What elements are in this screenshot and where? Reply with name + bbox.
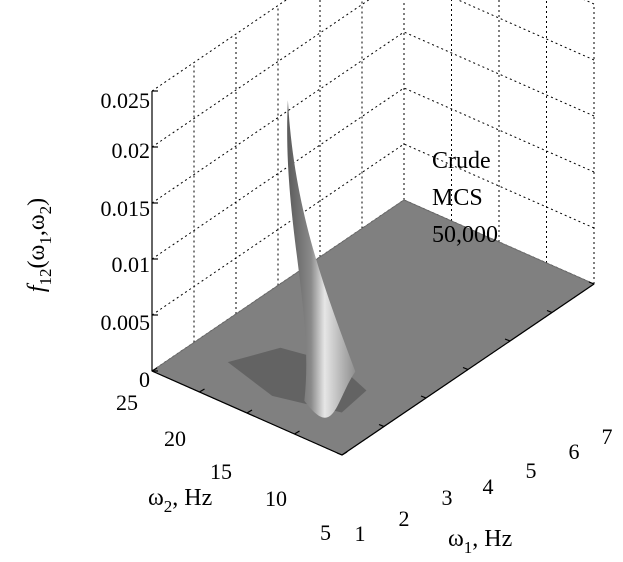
x-tick-label: 7 xyxy=(602,424,613,449)
x-tick-label: 1 xyxy=(355,521,366,546)
y-tick-label: 15 xyxy=(210,459,232,484)
x-tick-labels: 1 2 3 4 5 6 7 xyxy=(355,424,613,546)
x-tick-label: 3 xyxy=(442,485,453,510)
y-tick-label: 25 xyxy=(116,390,138,415)
z-axis-label: f12(ω1,ω2) xyxy=(24,198,55,292)
x-tick-mark xyxy=(504,338,511,342)
grid-line xyxy=(151,143,405,316)
z-tick-labels: 0 0.005 0.01 0.015 0.02 0.025 xyxy=(101,88,151,392)
grid-line xyxy=(151,0,370,148)
x-axis-label: ω1, Hz xyxy=(448,526,512,557)
annotation-line: MCS xyxy=(432,185,483,211)
z-tick-label: 0.01 xyxy=(112,252,151,277)
y-tick-labels: 5 10 15 20 25 xyxy=(116,390,331,545)
y-tick-mark xyxy=(341,451,348,456)
z-tick-label: 0.025 xyxy=(101,88,151,113)
surface-floor xyxy=(150,199,596,456)
annotation-line: Crude xyxy=(432,148,491,174)
x-tick-label: 6 xyxy=(569,439,580,464)
annotation-line: 50,000 xyxy=(432,222,498,248)
y-axis-label: ω2, Hz xyxy=(148,485,212,516)
y-tick-mark xyxy=(294,430,300,435)
grid-line xyxy=(151,31,405,204)
x-tick-mark xyxy=(336,452,343,456)
y-tick-label: 20 xyxy=(164,426,186,451)
surface-peak xyxy=(287,100,356,418)
z-tick-label: 0 xyxy=(139,367,150,392)
x-tick-mark xyxy=(378,423,385,428)
grid-line xyxy=(151,87,405,260)
grid-line xyxy=(151,0,287,92)
grid-line xyxy=(403,31,595,117)
z-tick-label: 0.02 xyxy=(112,138,151,163)
x-tick-mark xyxy=(546,309,553,314)
axis-lines xyxy=(151,90,595,456)
x-tick-mark xyxy=(588,281,595,285)
z-tick-label: 0.005 xyxy=(101,310,151,335)
x-tick-label: 4 xyxy=(483,474,494,499)
y-tick-mark xyxy=(246,409,253,414)
y-tick-mark xyxy=(199,388,205,393)
surface-plot xyxy=(150,100,596,456)
x-tick-mark xyxy=(420,395,427,399)
annotation: Crude MCS 50,000 xyxy=(432,148,498,248)
y-tick-label: 5 xyxy=(320,520,331,545)
x-tick-mark xyxy=(462,366,469,371)
x-tick-label: 5 xyxy=(526,458,537,483)
x-tick-label: 2 xyxy=(399,506,410,531)
z-tick-label: 0.015 xyxy=(101,196,151,221)
y-tick-label: 10 xyxy=(265,486,287,511)
